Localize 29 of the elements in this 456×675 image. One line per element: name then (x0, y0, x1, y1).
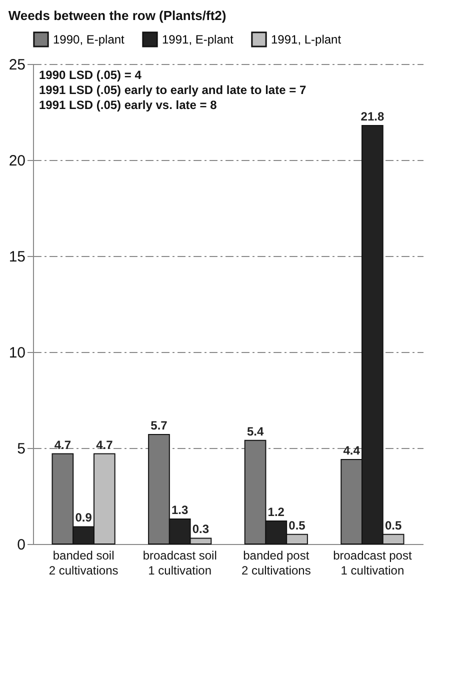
data-label: 1.2 (268, 504, 285, 519)
data-label: 1.3 (172, 503, 189, 518)
chart-title: Weeds between the row (Plants/ft2) (8, 8, 226, 23)
data-label: 21.8 (360, 109, 384, 124)
y-tick-label: 10 (8, 344, 26, 362)
annotation: 1990 LSD (.05) = 4 (39, 68, 142, 82)
data-label: 0.3 (192, 522, 210, 536)
data-label: 4.7 (54, 438, 72, 452)
data-label: 4.7 (96, 438, 114, 452)
y-tick-label: 15 (8, 248, 26, 266)
y-tick-label: 25 (8, 56, 26, 74)
data-label: 0.5 (384, 518, 402, 532)
y-tick-label: 20 (8, 152, 26, 170)
x-tick-label: banded post 2 cultivations (241, 548, 311, 578)
x-tick-label: banded soil 2 cultivations (48, 548, 118, 578)
legend-label: 1991, E-plant (162, 32, 234, 46)
legend-label: 1991, L-plant (271, 32, 342, 46)
annotation: 1991 LSD (.05) early vs. late = 8 (39, 98, 218, 112)
y-tick-label: 0 (17, 536, 26, 554)
data-label: 4.4 (343, 444, 360, 458)
data-label: 5.4 (246, 424, 264, 438)
data-label: 5.7 (150, 418, 168, 433)
y-tick-label: 5 (17, 440, 26, 458)
annotation: 1991 LSD (.05) early to early and late to late = 7 (39, 83, 306, 97)
x-tick-label: broadcast soil 1 cultivation (142, 548, 217, 578)
data-label: 0.9 (75, 510, 92, 525)
legend-label: 1990, E-plant (53, 32, 126, 46)
x-tick-label: broadcast post 1 cultivation (333, 548, 412, 578)
data-label: 0.5 (288, 518, 306, 532)
